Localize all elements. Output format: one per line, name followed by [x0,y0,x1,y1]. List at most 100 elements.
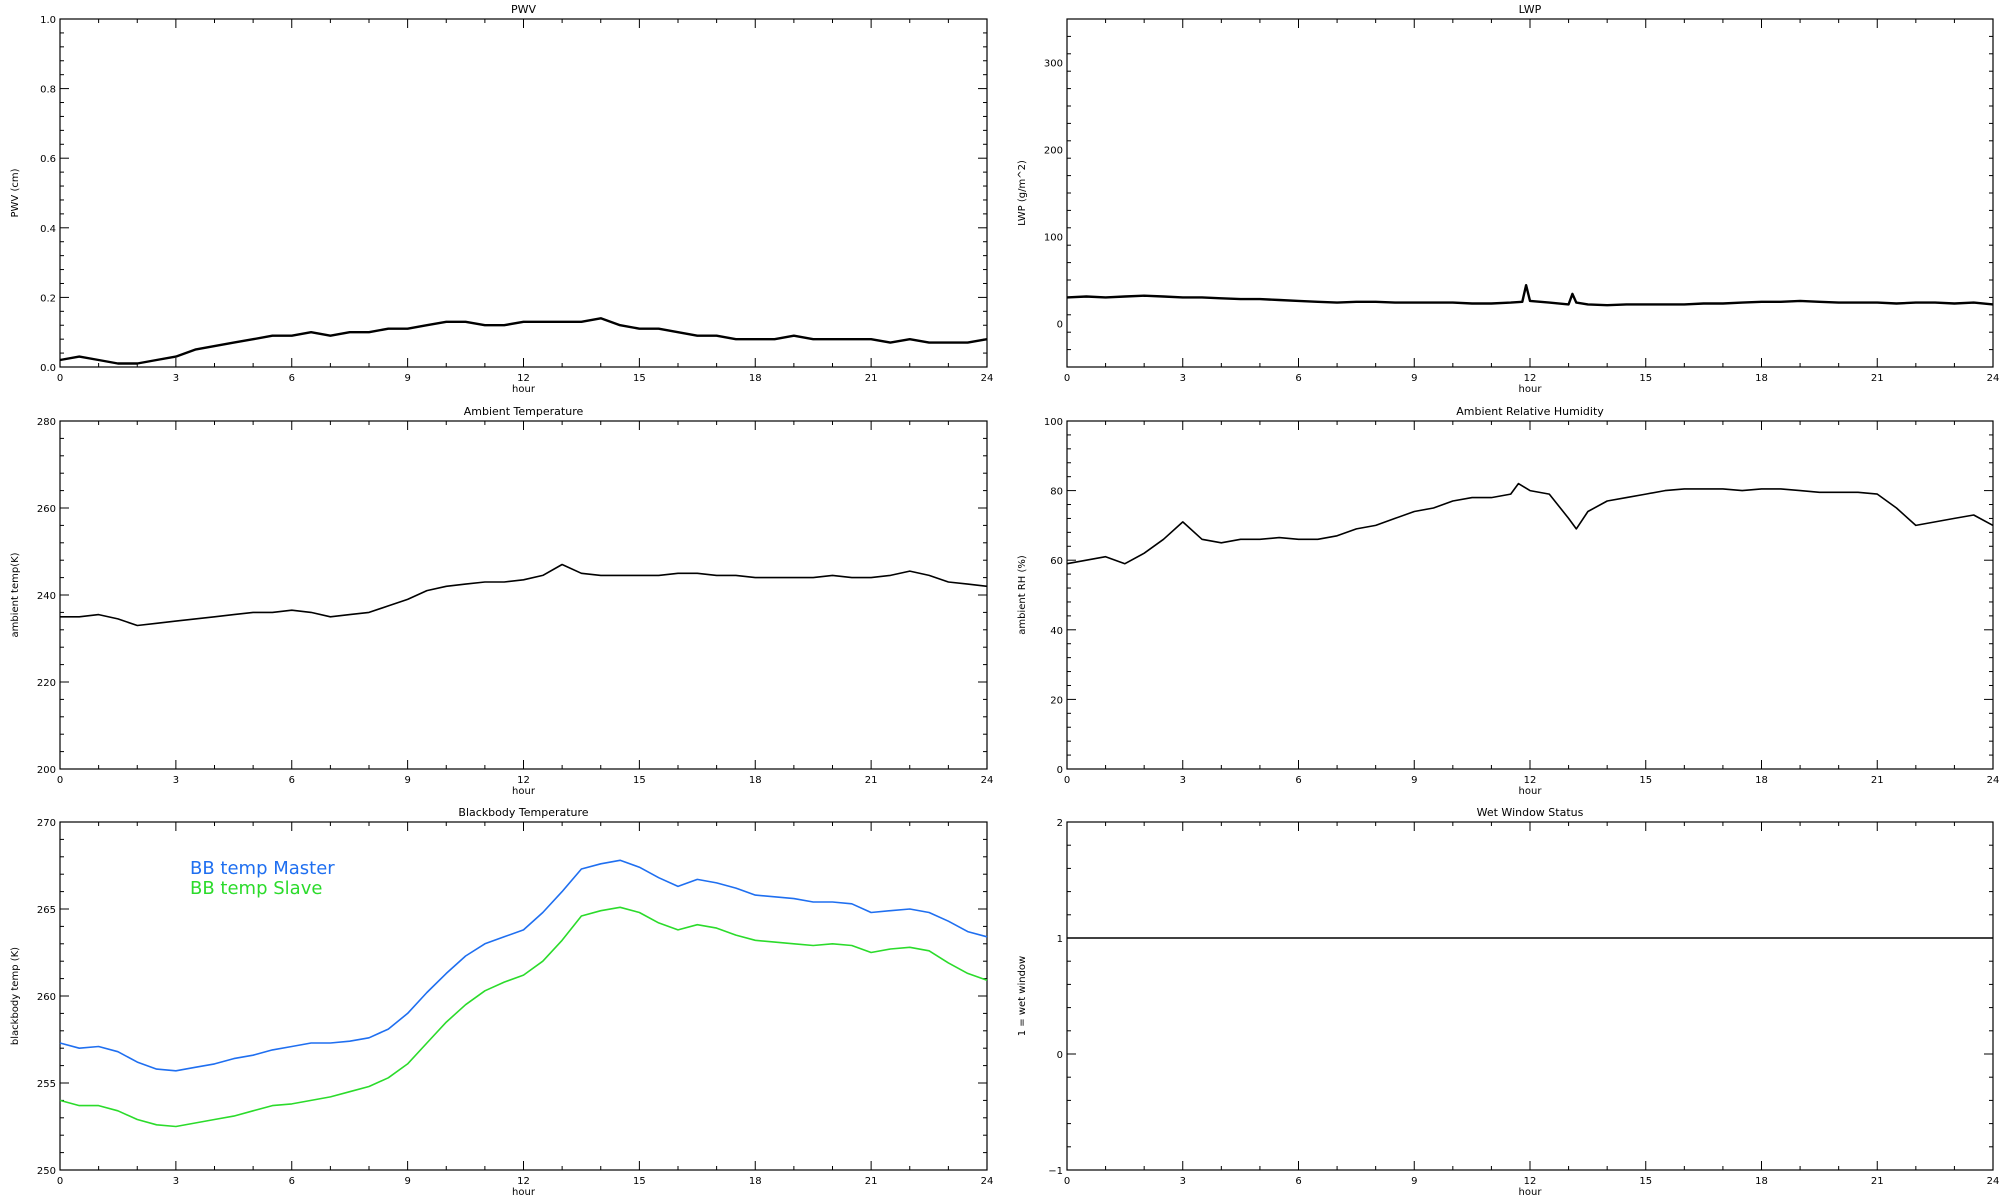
series-line-2 [59,906,988,1128]
x-tick-label: 24 [1987,373,2000,384]
y-tick-label: 240 [37,591,56,602]
y-tick-label: 1.0 [40,15,56,26]
x-tick-label: 18 [749,1176,762,1187]
x-axis-label: hour [1519,1187,1543,1198]
chart-title: Wet Window Status [1477,806,1584,819]
chart-panel-1: 0 3 6 9 12 15 18 21 24 hour 0.0 0.2 0.4 0.6 0.8 1.0 PWV … [10,3,993,395]
y-tick-label: 0 [1057,1050,1063,1061]
x-tick-label: 9 [404,373,410,384]
x-tick-label: 24 [981,1176,994,1187]
x-tick-label: 3 [173,1176,179,1187]
x-tick-label: 18 [1755,373,1768,384]
y-tick-label: 0.6 [40,154,56,165]
x-tick-label: 21 [1871,775,1884,786]
x-tick-label: 21 [1871,373,1884,384]
legend-entry-1: BB temp Master [190,858,335,879]
x-tick-label: 6 [1295,1176,1301,1187]
series-line-1 [1066,284,1994,307]
chart-panel-2: 0 3 6 9 12 15 18 21 24 hour 0 100 200 300 LWP (g/m^2) L… [1017,3,1999,395]
x-tick-label: 24 [981,373,994,384]
x-tick-label: 15 [1639,775,1652,786]
y-tick-label: 40 [1050,626,1063,637]
x-tick-label: 6 [289,1176,295,1187]
x-tick-label: 12 [517,373,530,384]
x-tick-label: 9 [1411,775,1417,786]
x-tick-label: 18 [1755,1176,1768,1187]
x-tick-label: 6 [289,775,295,786]
x-tick-label: 6 [1295,775,1301,786]
x-tick-label: 9 [1411,373,1417,384]
x-axis-label: hour [512,384,536,395]
x-tick-label: 3 [1180,1176,1186,1187]
chart-panel-5: 0 3 6 9 12 15 18 21 24 hour 250 255 260 265 270 blackbo… [10,806,993,1198]
chart-title: Blackbody Temperature [458,806,588,819]
plot-frame [1066,821,1994,1171]
y-tick-label: 250 [37,1166,56,1177]
y-axis-label: ambient temp(K) [10,552,21,637]
chart-title: Ambient Relative Humidity [1456,405,1604,418]
x-tick-label: 15 [633,373,646,384]
legend-entry-2: BB temp Slave [190,878,322,899]
y-tick-label: 270 [37,818,56,829]
y-tick-label: 0 [1057,320,1063,331]
y-axis-label: 1 = wet window [1017,956,1028,1036]
x-tick-label: 0 [57,1176,63,1187]
x-tick-label: 3 [1180,373,1186,384]
series-line-1 [1066,482,1994,565]
x-tick-label: 15 [633,775,646,786]
y-tick-label: 0 [1057,765,1063,776]
y-tick-label: 220 [37,678,56,689]
y-tick-label: 255 [37,1079,56,1090]
y-axis-label: LWP (g/m^2) [1017,160,1028,226]
x-tick-label: 0 [57,373,63,384]
y-axis-label: ambient RH (%) [1017,555,1028,635]
x-tick-label: 0 [1064,1176,1070,1187]
x-tick-label: 21 [865,775,878,786]
x-tick-label: 15 [633,1176,646,1187]
x-axis-label: hour [1519,786,1543,797]
x-tick-label: 9 [1411,1176,1417,1187]
x-tick-label: 3 [173,775,179,786]
x-tick-label: 9 [404,775,410,786]
series-line-1 [60,563,988,627]
y-tick-label: 300 [1044,59,1063,70]
y-tick-label: 265 [37,905,56,916]
y-tick-label: 260 [37,504,56,515]
y-tick-label: 0.0 [40,363,56,374]
x-tick-label: 15 [1639,1176,1652,1187]
y-axis-label: blackbody temp (K) [10,947,21,1045]
y-tick-label: 20 [1050,695,1063,706]
x-tick-label: 0 [1064,373,1070,384]
chart-title: PWV [511,3,537,16]
plot-frame [59,420,988,770]
x-axis-label: hour [512,786,536,797]
y-tick-label: 60 [1050,556,1063,567]
x-tick-label: 12 [1524,373,1537,384]
x-tick-label: 6 [289,373,295,384]
x-tick-label: 9 [404,1176,410,1187]
y-tick-label: 200 [37,765,56,776]
x-tick-label: 24 [1987,775,2000,786]
y-tick-label: 0.4 [40,224,56,235]
y-tick-label: 0.2 [40,293,56,304]
x-tick-label: 21 [865,373,878,384]
y-tick-label: 200 [1044,146,1063,157]
y-tick-label: 260 [37,992,56,1003]
x-tick-label: 18 [1755,775,1768,786]
y-axis-label: PWV (cm) [10,168,21,217]
x-tick-label: 21 [865,1176,878,1187]
plot-frame [59,18,988,368]
y-tick-label: −1 [1048,1166,1063,1177]
y-tick-label: 2 [1057,818,1063,829]
x-tick-label: 24 [1987,1176,2000,1187]
chart-panel-3: 0 3 6 9 12 15 18 21 24 hour 200 220 240 260 280 ambient… [10,405,993,797]
x-axis-label: hour [512,1187,536,1198]
y-tick-label: 80 [1050,487,1063,498]
series-line-1 [59,859,988,1072]
chart-title: LWP [1519,3,1542,16]
plot-frame [1066,420,1994,770]
chart-panel-4: 0 3 6 9 12 15 18 21 24 hour 0 20 40 60 80 100 ambient RH… [1017,405,1999,797]
chart-title: Ambient Temperature [464,405,584,418]
